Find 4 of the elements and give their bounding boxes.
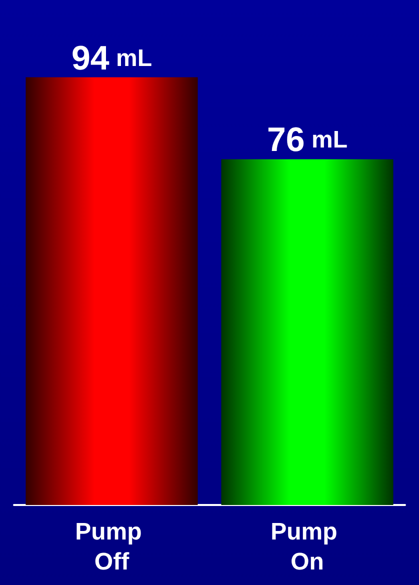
x-tick-label: Pump Off: [75, 518, 148, 576]
data-label: 94 mL: [72, 39, 152, 78]
data-label: 76 mL: [267, 121, 348, 160]
x-tick-label: Pump On: [270, 518, 344, 576]
